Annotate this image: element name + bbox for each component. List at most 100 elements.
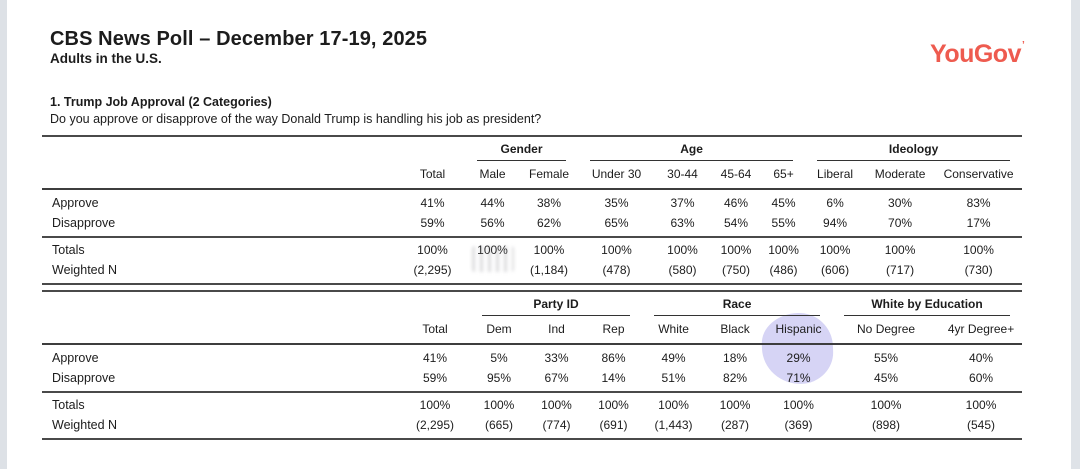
data-cell: 100% [768, 243, 799, 257]
data-cell: (774) [542, 418, 571, 432]
data-cell: 56% [465, 213, 520, 238]
group-header-label: Race [654, 297, 821, 316]
column-header: Rep [585, 317, 643, 345]
data-rows: Approve 41% 5% 33% 86% 49% 18% 29% 55% 40% Disappr… [42, 344, 1023, 393]
data-cell: 100% [667, 243, 698, 257]
data-cell: 100% [819, 243, 851, 257]
data-cell: 100% [601, 243, 632, 257]
data-cell: (478) [602, 263, 631, 277]
data-row: Disapprove 59% 95% 67% 14% 51% 82% 71% 45% 60% [42, 368, 1023, 393]
data-cell: 35% [604, 196, 629, 210]
data-cell: 55% [762, 213, 806, 238]
data-cell: (1,443) [654, 418, 693, 432]
column-header: Hispanic [765, 317, 833, 345]
row-label: Weighted N [52, 263, 118, 277]
data-cell: (665) [484, 418, 513, 432]
summary-row: Weighted N (2,295) (1,184) (478) (580) (750) (… [42, 260, 1022, 284]
data-cell: 37% [670, 196, 695, 210]
data-cell: 14% [585, 368, 643, 393]
data-rows: Approve 41% 44% 38% 35% 37% 46% 45% 6% 30% 83% Disa… [42, 189, 1023, 238]
data-row: Approve 41% 5% 33% 86% 49% 18% 29% 55% 40% [42, 344, 1022, 368]
column-header: White [642, 317, 706, 345]
column-header-row: Total Dem Ind Rep White Black Hispanic No Degre… [42, 317, 1023, 345]
group-header-label: White by Education [844, 297, 1011, 316]
data-cell: 83% [966, 196, 991, 210]
group-header: Party ID [470, 291, 642, 317]
group-header-spacer [42, 136, 465, 162]
data-cell: 82% [705, 368, 766, 393]
group-header-label: Ideology [817, 142, 1011, 161]
data-cell: 86% [601, 351, 626, 365]
data-cell: (691) [599, 418, 628, 432]
smudged-value-artifact [472, 246, 514, 272]
yougov-trademark-icon: ’ [1021, 40, 1025, 51]
data-cell: (750) [722, 263, 751, 277]
column-header: 30-44 [655, 162, 711, 190]
row-label: Disapprove [42, 213, 400, 238]
data-cell: 70% [865, 213, 936, 238]
data-cell: 100% [884, 243, 916, 257]
table-demographics-mount: Gender Age Ideology Total Male Female Under 30… [42, 135, 1023, 285]
data-cell: 59% [400, 213, 465, 238]
data-cell: 100% [533, 243, 565, 257]
data-cell: 46% [724, 196, 749, 210]
data-cell: 100% [465, 237, 520, 260]
column-header: Total [400, 162, 465, 190]
data-cell: (1,184) [529, 263, 569, 277]
data-cell: 95% [470, 368, 528, 393]
page-subtitle: Adults in the U.S. [50, 51, 162, 66]
yougov-logo: YouGov’ [930, 40, 1025, 69]
column-header: Liberal [805, 162, 866, 190]
data-cell: 60% [940, 368, 1023, 393]
data-cell: 30% [888, 196, 913, 210]
poll-table-politics-race-education: Party ID Race White by Education Total Dem In… [42, 290, 1023, 440]
group-header-row: Party ID Race White by Education [42, 291, 1022, 317]
yougov-logo-text: YouGov [930, 40, 1021, 68]
row-label: Approve [52, 196, 99, 210]
data-cell: 100% [783, 398, 814, 412]
column-header: 45-64 [710, 162, 763, 190]
group-header-label: Age [590, 142, 794, 161]
column-header: Conservative [935, 162, 1023, 190]
column-header: Under 30 [578, 162, 656, 190]
data-cell: 100% [417, 243, 448, 257]
page-title: CBS News Poll – December 17-19, 2025 [50, 28, 428, 50]
summary-rows: Totals 100% 100% 100% 100% 100% 100% 100% 100% 10… [42, 237, 1022, 284]
data-cell: (580) [668, 263, 697, 277]
data-cell: 100% [541, 398, 572, 412]
group-header: Ideology [805, 136, 1022, 162]
data-cell: 18% [723, 351, 748, 365]
data-cell: 44% [480, 196, 505, 210]
data-cell: 65% [578, 213, 656, 238]
data-cell: 100% [658, 398, 689, 412]
data-cell: 71% [765, 368, 833, 393]
table-politics-mount: Party ID Race White by Education Total Dem In… [42, 290, 1023, 440]
data-cell: 100% [598, 398, 629, 412]
data-cell: 45% [771, 196, 796, 210]
row-label: Totals [52, 243, 85, 257]
data-cell: 38% [536, 196, 562, 210]
column-header: Moderate [865, 162, 936, 190]
column-header: Male [465, 162, 520, 190]
data-cell: 51% [642, 368, 706, 393]
page-left-edge [0, 0, 7, 469]
group-header: Gender [465, 136, 578, 162]
data-cell: (717) [886, 263, 915, 277]
data-cell: 100% [963, 243, 994, 257]
data-cell: 67% [528, 368, 585, 393]
data-cell: 33% [544, 351, 569, 365]
data-cell: (486) [769, 263, 798, 277]
data-cell: 17% [935, 213, 1023, 238]
group-header-row: Gender Age Ideology [42, 136, 1022, 162]
data-cell: (287) [721, 418, 750, 432]
data-cell: 62% [520, 213, 579, 238]
data-cell: (730) [964, 263, 993, 277]
data-cell: 59% [400, 368, 470, 393]
group-header-label: Party ID [482, 297, 631, 316]
data-cell: (606) [821, 263, 850, 277]
summary-row: Totals 100% 100% 100% 100% 100% 100% 100% 100% 10… [42, 392, 1022, 415]
group-header-label: Gender [477, 142, 567, 161]
data-cell: 41% [420, 196, 445, 210]
data-cell: 54% [710, 213, 763, 238]
data-cell: (545) [967, 418, 996, 432]
